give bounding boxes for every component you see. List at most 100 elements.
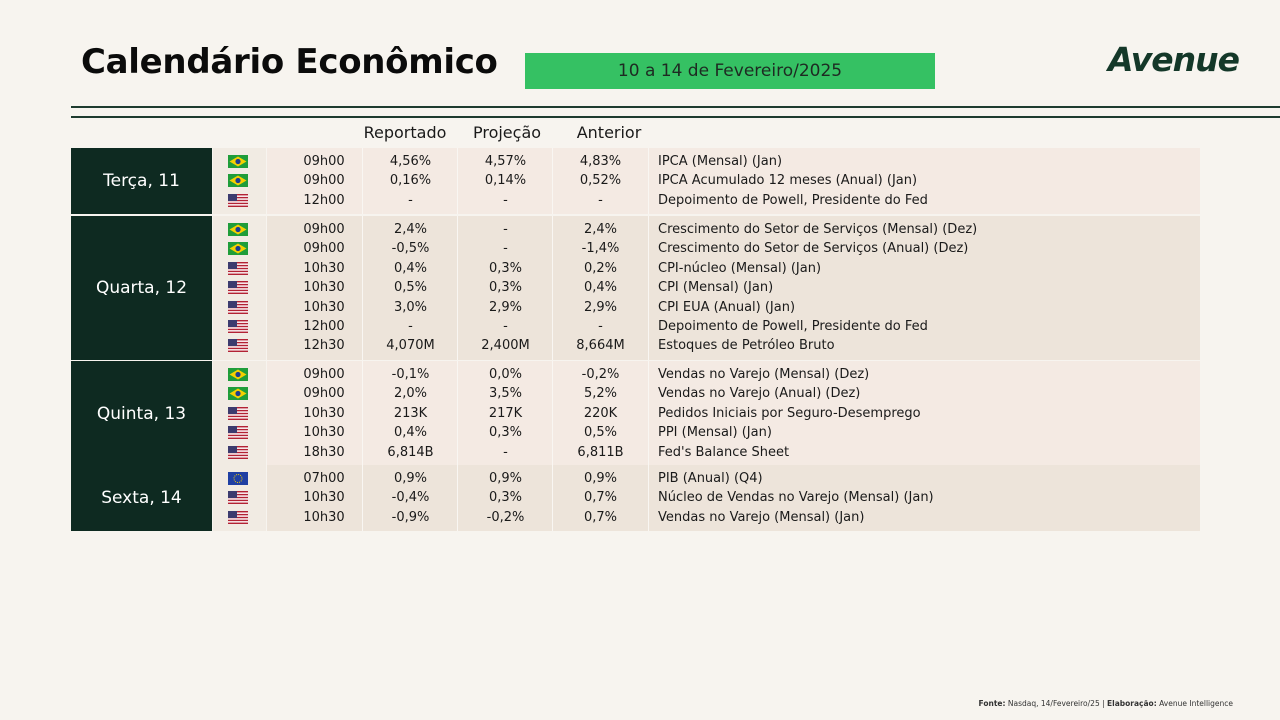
- us-flag-icon: [228, 320, 248, 333]
- previous-value: 0,4%: [583, 280, 618, 296]
- table-row: 10h30 213K 217K 220K Pedidos Iniciais por Se…: [71, 404, 1200, 423]
- us-flag-icon: [228, 426, 248, 440]
- reported-value: 2,4%: [393, 222, 428, 237]
- event-time: 09h00: [303, 173, 345, 189]
- event-description: Depoimento de Powell, Presidente do Fed: [658, 192, 928, 208]
- event-description: IPCA (Mensal) (Jan): [658, 154, 783, 169]
- previous-value: 0,2%: [583, 260, 618, 276]
- previous-value: 5,2%: [583, 386, 618, 402]
- column-separator: [648, 465, 649, 532]
- previous-value: 0,5%: [583, 425, 618, 441]
- date-range-banner: 10 a 14 de Fevereiro/2025: [525, 53, 935, 89]
- data-column: [267, 361, 1200, 466]
- event-description: Crescimento do Setor de Serviços (Anual)…: [658, 241, 969, 257]
- reported-value: 2,0%: [393, 386, 428, 402]
- table-row: 10h30 3,0% 2,9% 2,9% CPI EUA (Anual) (Jan): [71, 298, 1200, 317]
- projection-value: -: [503, 222, 508, 237]
- footnote-source-label: Fonte:: [978, 699, 1006, 708]
- column-headers: Reportado Projeção Anterior: [0, 123, 1280, 143]
- event-description: Núcleo de Vendas no Varejo (Mensal) (Jan…: [658, 490, 934, 506]
- event-description: Vendas no Varejo (Mensal) (Dez): [658, 367, 870, 382]
- data-column: [267, 465, 1200, 532]
- projection-value: 0,9%: [488, 471, 523, 486]
- br-flag-icon: [228, 174, 248, 188]
- event-description: Depoimento de Powell, Presidente do Fed: [658, 319, 928, 334]
- event-description: Estoques de Petróleo Bruto: [658, 338, 835, 354]
- event-time: 09h00: [303, 241, 345, 257]
- column-separator: [457, 465, 458, 532]
- previous-value: 4,83%: [579, 154, 622, 169]
- projection-value: -0,2%: [486, 509, 525, 525]
- column-separator: [362, 465, 363, 532]
- column-separator: [552, 216, 553, 360]
- previous-value: 2,9%: [583, 299, 618, 315]
- projection-value: 0,3%: [488, 260, 523, 276]
- table-row: 10h30 0,4% 0,3% 0,5% PPI (Mensal) (Jan): [71, 423, 1200, 442]
- event-time: 12h00: [303, 319, 345, 334]
- reported-value: 0,9%: [393, 471, 428, 486]
- us-flag-icon: [228, 193, 248, 207]
- table-row: 10h30 0,4% 0,3% 0,2% CPI-núcleo (Mensal) (Ja…: [71, 259, 1200, 278]
- table-row: 18h30 6,814B - 6,811B Fed's Balance Sheet: [71, 443, 1200, 462]
- previous-value: -1,4%: [581, 241, 620, 257]
- column-separator: [362, 148, 363, 215]
- event-time: 10h30: [303, 509, 345, 525]
- projection-value: -: [503, 192, 508, 208]
- previous-value: 0,9%: [583, 471, 618, 486]
- event-time: 12h00: [303, 192, 345, 208]
- event-time: 10h30: [303, 490, 345, 506]
- divider-bottom: [71, 116, 1280, 118]
- table-row: 07h00 0,9% 0,9% 0,9% PIB (Anual) (Q4): [71, 469, 1200, 488]
- previous-value: 2,4%: [583, 222, 618, 237]
- event-description: PIB (Anual) (Q4): [658, 471, 763, 486]
- reported-value: -0,9%: [391, 509, 430, 525]
- us-flag-icon: [228, 491, 248, 505]
- event-time: 07h00: [303, 471, 345, 486]
- day-label: Sexta, 14: [71, 465, 212, 532]
- table-row: 09h00 -0,1% 0,0% -0,2% Vendas no Varejo (Men…: [71, 365, 1200, 384]
- previous-value: 0,52%: [579, 173, 622, 189]
- projection-value: 0,3%: [488, 425, 523, 441]
- reported-value: 0,4%: [393, 425, 428, 441]
- projection-value: -: [503, 444, 508, 460]
- day-label: Quinta, 13: [71, 361, 212, 466]
- projection-value: -: [503, 319, 508, 334]
- table-row: 09h00 -0,5% - -1,4% Crescimento do Setor de …: [71, 239, 1200, 258]
- br-flag-icon: [228, 223, 248, 236]
- table-row: 09h00 2,0% 3,5% 5,2% Vendas no Varejo (Anual…: [71, 384, 1200, 403]
- column-separator: [457, 148, 458, 215]
- reported-value: 213K: [393, 405, 428, 421]
- br-flag-icon: [228, 387, 248, 401]
- us-flag-icon: [228, 281, 248, 295]
- event-description: Fed's Balance Sheet: [658, 444, 790, 460]
- projection-value: 3,5%: [488, 386, 523, 402]
- footnote: Fonte: Nasdaq, 14/Fevereiro/25 | Elabora…: [979, 699, 1233, 708]
- column-separator: [457, 216, 458, 360]
- projection-value: 217K: [488, 405, 523, 421]
- event-time: 10h30: [303, 260, 345, 276]
- previous-value: 0,7%: [583, 490, 618, 506]
- table-row: 12h30 4,070M 2,400M 8,664M Estoques de Petró…: [71, 336, 1200, 355]
- event-description: CPI EUA (Anual) (Jan): [658, 299, 796, 315]
- projection-value: 0,0%: [488, 367, 523, 382]
- day-label: Terça, 11: [71, 148, 212, 215]
- projection-value: 0,3%: [488, 490, 523, 506]
- event-description: IPCA Acumulado 12 meses (Anual) (Jan): [658, 173, 918, 189]
- event-description: PPI (Mensal) (Jan): [658, 425, 772, 441]
- reported-value: 6,814B: [387, 444, 434, 460]
- previous-value: -: [598, 319, 603, 334]
- event-time: 12h30: [303, 338, 345, 354]
- footnote-author-label: Elaboração:: [1107, 699, 1157, 708]
- data-column: [267, 216, 1200, 360]
- day-label: Quarta, 12: [71, 216, 212, 360]
- reported-value: -0,5%: [391, 241, 430, 257]
- event-time: 09h00: [303, 386, 345, 402]
- table-row: 12h00 - - - Depoimento de Powell, Presidente…: [71, 317, 1200, 336]
- us-flag-icon: [228, 510, 248, 524]
- previous-value: -: [598, 192, 603, 208]
- column-separator: [362, 216, 363, 360]
- reported-value: -: [408, 192, 413, 208]
- table-row: 09h00 0,16% 0,14% 0,52% IPCA Acumulado 12 me…: [71, 171, 1200, 190]
- previous-value: -0,2%: [581, 367, 620, 382]
- event-time: 10h30: [303, 299, 345, 315]
